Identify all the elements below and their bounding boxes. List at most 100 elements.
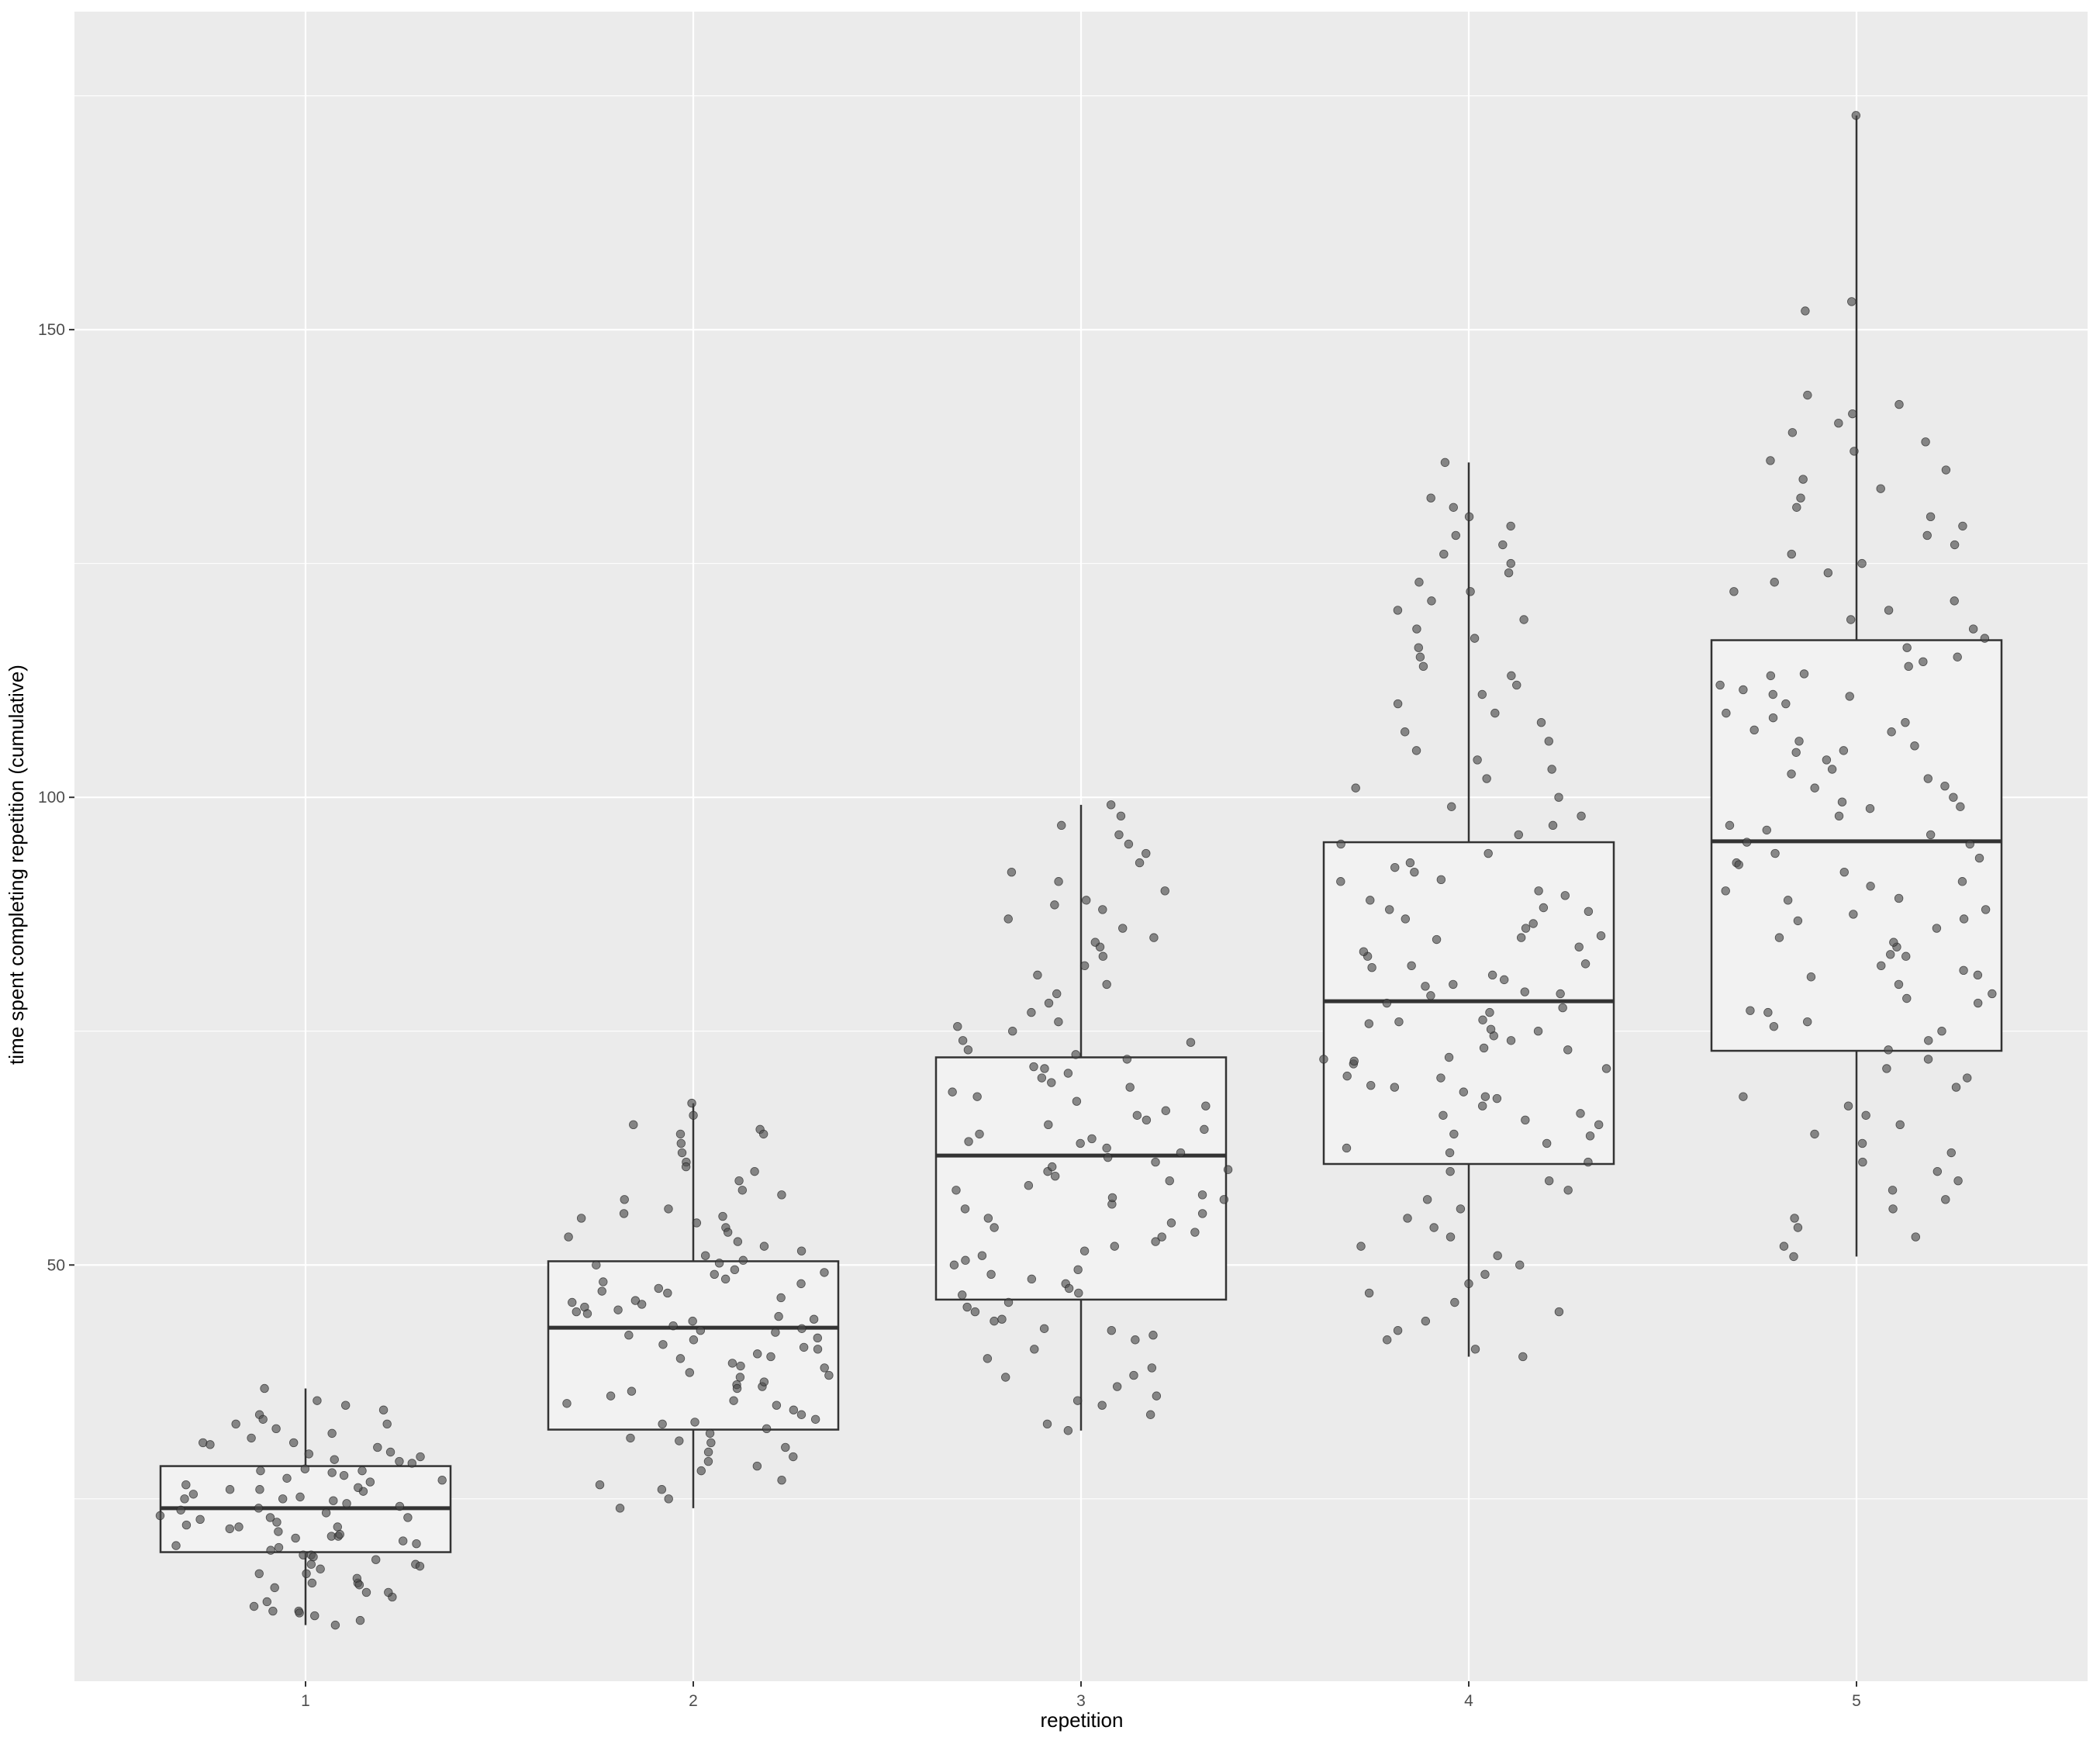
data-point bbox=[759, 1377, 769, 1387]
data-point bbox=[564, 1232, 573, 1242]
data-point bbox=[1161, 1106, 1170, 1115]
data-point bbox=[1054, 1017, 1063, 1027]
data-point bbox=[1098, 952, 1108, 961]
data-point bbox=[1919, 657, 1928, 666]
data-point bbox=[700, 1251, 710, 1260]
data-point bbox=[977, 1251, 987, 1260]
data-point bbox=[735, 1373, 745, 1382]
data-point bbox=[990, 1316, 999, 1326]
data-point bbox=[1079, 961, 1090, 970]
data-point bbox=[1421, 982, 1430, 991]
data-point bbox=[963, 1045, 973, 1055]
data-point bbox=[1122, 1055, 1132, 1064]
data-point bbox=[1884, 606, 1894, 615]
data-point bbox=[1951, 1083, 1961, 1092]
data-point bbox=[1834, 419, 1843, 428]
data-point bbox=[265, 1513, 275, 1522]
data-point bbox=[1480, 1092, 1490, 1101]
data-point bbox=[306, 1559, 316, 1569]
y-tick-label: 100 bbox=[38, 789, 65, 806]
data-point bbox=[953, 1021, 962, 1031]
data-point bbox=[1125, 1083, 1135, 1092]
data-point bbox=[1889, 938, 1898, 947]
data-point bbox=[1186, 1038, 1196, 1047]
data-point bbox=[1044, 998, 1054, 1008]
data-point bbox=[781, 1442, 790, 1452]
data-point bbox=[960, 1204, 970, 1214]
data-point bbox=[1957, 877, 1967, 886]
data-point bbox=[1901, 952, 1911, 961]
data-point bbox=[629, 1120, 638, 1130]
data-point bbox=[1470, 1345, 1480, 1354]
data-point bbox=[1534, 886, 1543, 896]
data-point bbox=[1449, 979, 1458, 990]
data-point bbox=[687, 1098, 696, 1108]
data-point bbox=[1364, 1019, 1373, 1028]
data-point bbox=[247, 1433, 256, 1443]
data-point bbox=[1921, 437, 1930, 447]
point-layer bbox=[155, 111, 1997, 1630]
data-point bbox=[1923, 774, 1932, 783]
data-point bbox=[1157, 1232, 1166, 1242]
data-point bbox=[225, 1524, 234, 1534]
data-point bbox=[1482, 774, 1491, 783]
data-point bbox=[1003, 914, 1013, 924]
data-point bbox=[1834, 811, 1844, 820]
data-point bbox=[675, 1129, 686, 1139]
data-point bbox=[1902, 993, 1912, 1003]
data-point bbox=[1403, 1214, 1412, 1223]
data-point bbox=[398, 1536, 408, 1546]
data-point bbox=[597, 1287, 606, 1296]
data-point bbox=[1762, 825, 1771, 835]
data-point bbox=[1547, 765, 1556, 774]
data-point bbox=[710, 1269, 719, 1280]
data-point bbox=[1973, 970, 1983, 980]
data-point bbox=[1770, 578, 1779, 587]
data-point bbox=[1097, 1401, 1107, 1410]
data-point bbox=[774, 1311, 783, 1321]
data-point bbox=[730, 1265, 740, 1274]
data-point bbox=[1596, 931, 1606, 941]
data-point bbox=[582, 1309, 592, 1318]
data-point bbox=[1063, 1069, 1073, 1078]
data-point bbox=[777, 1475, 786, 1485]
data-point bbox=[1810, 783, 1819, 793]
data-point bbox=[676, 1138, 686, 1148]
data-point bbox=[1924, 1036, 1933, 1045]
data-point bbox=[262, 1597, 271, 1607]
data-point bbox=[234, 1522, 244, 1532]
data-point bbox=[1112, 1382, 1122, 1391]
data-point bbox=[983, 1214, 993, 1223]
data-point bbox=[1516, 933, 1526, 942]
data-point bbox=[627, 1387, 637, 1396]
data-point bbox=[703, 1447, 713, 1457]
data-point bbox=[689, 1110, 698, 1120]
data-point bbox=[752, 1461, 762, 1471]
data-point bbox=[720, 1274, 731, 1284]
data-point bbox=[1877, 961, 1886, 970]
data-point bbox=[1456, 1204, 1466, 1214]
data-point bbox=[771, 1328, 780, 1337]
data-point bbox=[313, 1396, 322, 1405]
data-point bbox=[1480, 1269, 1490, 1280]
data-point bbox=[1845, 692, 1854, 701]
x-axis-title: repetition bbox=[1041, 1708, 1124, 1732]
data-point bbox=[1098, 905, 1107, 914]
data-point bbox=[1393, 1325, 1403, 1335]
data-point bbox=[958, 1036, 968, 1045]
data-point bbox=[1801, 306, 1810, 316]
data-point bbox=[820, 1363, 829, 1373]
data-point bbox=[1822, 755, 1832, 765]
data-point bbox=[1493, 1251, 1502, 1260]
data-point bbox=[732, 1383, 742, 1394]
data-point bbox=[1839, 746, 1849, 755]
data-point bbox=[1959, 965, 1968, 976]
data-point bbox=[1577, 811, 1586, 820]
data-point bbox=[1923, 1055, 1933, 1064]
data-point bbox=[1076, 1138, 1085, 1148]
data-point bbox=[1798, 475, 1808, 484]
data-point bbox=[1201, 1101, 1211, 1110]
data-point bbox=[1487, 970, 1497, 980]
data-point bbox=[986, 1269, 996, 1280]
data-point bbox=[340, 1401, 351, 1410]
